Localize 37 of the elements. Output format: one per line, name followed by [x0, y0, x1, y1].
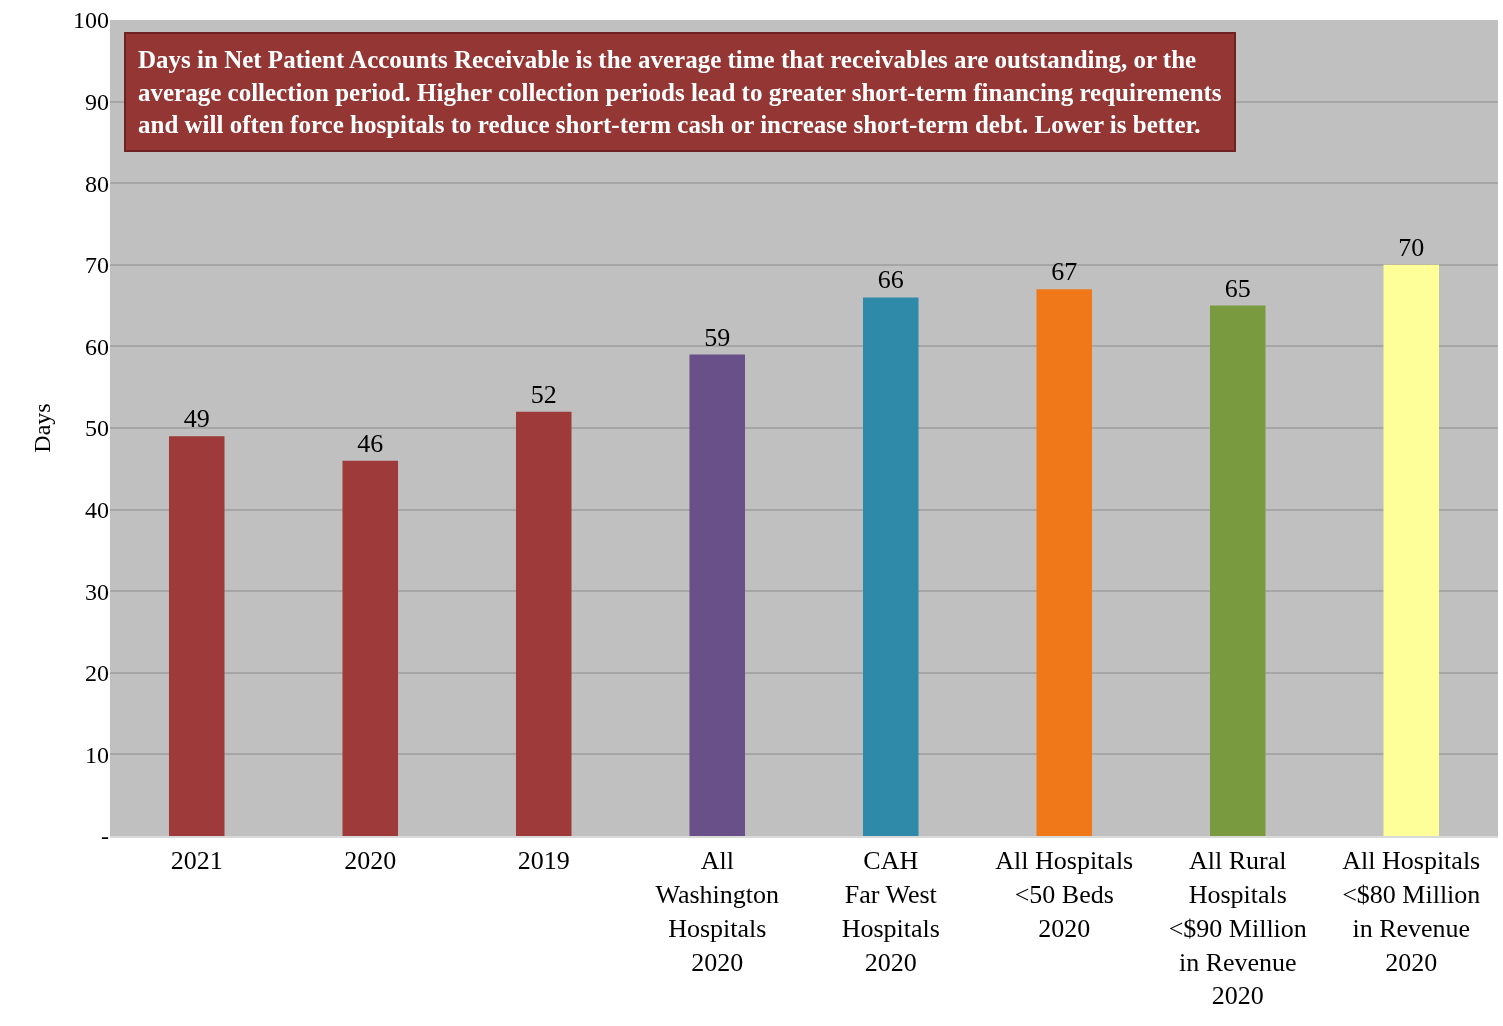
data-label: 66: [877, 265, 904, 295]
y-tick-label: 40: [85, 497, 109, 523]
y-tick-label: 100: [73, 7, 109, 34]
data-label: 65: [1224, 273, 1251, 303]
data-label: 49: [183, 404, 210, 434]
bar: [1036, 289, 1093, 836]
y-tick-label: 30: [85, 578, 109, 605]
y-tick-label: 10: [85, 741, 109, 768]
y-tick-label: 20: [85, 660, 109, 687]
x-tick-label: CAH Far West Hospitals 2020: [841, 846, 940, 977]
data-label: 52: [530, 379, 557, 409]
x-tick-label: 2020: [344, 846, 397, 876]
data-label: 67: [1051, 257, 1078, 287]
y-tick-label: 70: [85, 252, 109, 279]
y-axis-title: Days: [29, 403, 56, 453]
bar: [168, 436, 225, 836]
data-label: 70: [1398, 232, 1425, 262]
bar: [515, 411, 572, 836]
x-tick-label: All Hospitals <50 Beds 2020: [995, 846, 1134, 943]
y-tick-label: 50: [85, 415, 109, 442]
y-tick-label: -: [101, 823, 109, 850]
bar: [862, 297, 919, 836]
bar: [1383, 264, 1440, 836]
bar: [689, 354, 746, 836]
bar: [342, 460, 399, 836]
annotation: Days in Net Patient Accounts Receivable is the average time that receivables are outstanding, or the average collection period. Higher collection periods lead to greater short-term financing requirements and will often force hospitals to reduce short-term cash or increase short-term debt. Lower is better.: [138, 46, 1222, 138]
data-label: 46: [357, 428, 384, 458]
bar: [1209, 305, 1266, 836]
x-tick-label: All Washington Hospitals 2020: [655, 846, 780, 977]
x-tick-label: All Rural Hospitals <$90 Million in Revenue 2020: [1168, 846, 1307, 1011]
x-tick-label: 2021: [170, 846, 223, 876]
x-tick-label: 2019: [517, 846, 570, 876]
y-tick-label: 60: [85, 333, 109, 360]
x-tick-label: All Hospitals <$80 Million in Revenue 2020: [1342, 846, 1481, 977]
data-label: 59: [704, 322, 731, 352]
y-tick-label: 90: [85, 89, 109, 115]
y-tick-label: 80: [85, 170, 109, 197]
